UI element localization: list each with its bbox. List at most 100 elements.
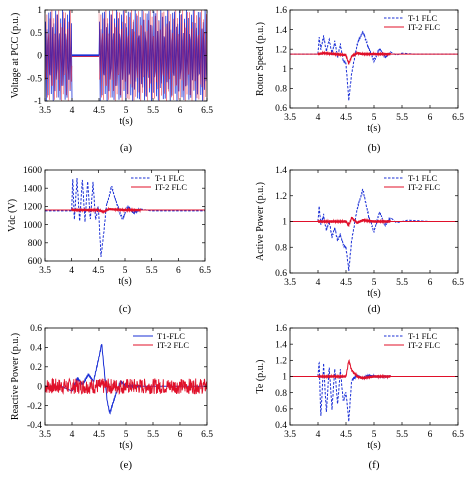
x-tick-label: 5 (372, 430, 377, 440)
y-axis-label: Te (p.u.) (255, 359, 266, 393)
y-axis-label: Reactive Power (p.u.) (10, 333, 21, 420)
series-line-red (290, 216, 458, 228)
plot-area (45, 10, 207, 101)
x-tick-label: 5.5 (147, 430, 159, 440)
x-tick-label: 3.5 (284, 113, 296, 123)
y-axis-label: Rotor Speed (p.u.) (255, 22, 266, 96)
x-tick-label: 6 (428, 278, 433, 288)
x-tick-label: 4.5 (340, 430, 352, 440)
series-line-blue (290, 30, 458, 101)
x-tick-label: 3.5 (39, 106, 51, 116)
legend-label: T-1 FLC (408, 331, 438, 341)
y-tick-label: 0 (37, 52, 42, 62)
x-tick-label: 5 (124, 430, 129, 440)
subplot-f: 3.5 4 4.5 5 5.5 6 6.5 1.6 1.4 1.2 1 0.8 0.6 0.4 t(s) Te… (255, 324, 464, 471)
x-tick-label: 6 (176, 266, 181, 276)
y-tick-label: 1.2 (275, 192, 287, 202)
y-tick-label: 1.6 (275, 6, 287, 16)
legend-label: T-1 FLC (408, 173, 438, 183)
voltage-band-red (98, 10, 207, 101)
plot-area (290, 30, 458, 101)
series-line-blue (45, 177, 205, 258)
x-axis-label: t(s) (119, 116, 132, 127)
y-tick-label: 600 (28, 257, 43, 267)
x-axis-label: t(s) (367, 123, 380, 134)
x-tick-label: 4.5 (92, 266, 104, 276)
plot-area (45, 177, 205, 258)
x-tick-label: 6.5 (199, 266, 211, 276)
x-tick-label: 4.5 (93, 430, 105, 440)
x-tick-label: 3.5 (284, 430, 296, 440)
legend-label: T1-FLC (157, 331, 185, 341)
x-tick-label: 5 (372, 113, 377, 123)
y-axis-label: Active Power (p.u.) (255, 182, 266, 261)
subplot-e: 3.5 4 4.5 5 5.5 6 6.5 0.6 0.4 0.2 0 -0.2 -0.4 t(s) Rea… (10, 324, 213, 471)
y-tick-label: 0.6 (275, 269, 287, 279)
x-tick-label: 5.5 (396, 113, 408, 123)
x-tick-label: 3.5 (39, 430, 51, 440)
y-tick-label: 1 (282, 218, 287, 228)
x-tick-label: 3.5 (39, 266, 51, 276)
y-axis-label: Vdc (V) (7, 199, 18, 232)
subplot-c: 3.5 4 4.5 5 5.5 6 6.5 1600 1400 1200 1000 800 600 t(s… (7, 166, 211, 315)
x-tick-label: 3.5 (284, 278, 296, 288)
y-axis-label: Voltage at PCC (p.u.) (10, 13, 21, 99)
x-tick-label: 6.5 (201, 106, 213, 116)
x-tick-label: 6 (178, 106, 183, 116)
y-tick-label: 0.4 (275, 421, 287, 431)
plot-area (45, 344, 207, 415)
y-tick-label: 1.2 (275, 45, 287, 55)
plot-area (290, 188, 458, 272)
x-tick-label: 6.5 (201, 430, 213, 440)
y-tick-label: 1.4 (275, 340, 287, 350)
x-tick-label: 4 (316, 278, 321, 288)
x-tick-label: 6.5 (452, 278, 464, 288)
x-tick-label: 4 (70, 106, 75, 116)
x-tick-label: 6 (178, 430, 183, 440)
x-tick-label: 4.5 (340, 278, 352, 288)
y-tick-label: 1 (282, 65, 287, 75)
series-line-red (290, 358, 458, 381)
y-tick-label: 0.6 (275, 104, 287, 114)
y-tick-label: 0.4 (30, 344, 42, 354)
y-tick-label: 0 (37, 382, 42, 392)
subplot-b: 3.5 4 4.5 5 5.5 6 6.5 1.6 1.4 1.2 1 0.8 0.6 t(s) Rotor… (255, 6, 464, 154)
y-tick-label: 1400 (23, 184, 42, 194)
series-line-red (290, 50, 458, 65)
x-tick-label: 5.5 (396, 430, 408, 440)
x-axis-label: t(s) (118, 276, 131, 287)
y-tick-label: 0.8 (275, 85, 287, 95)
subplot-caption: (e) (120, 459, 133, 471)
y-tick-label: -1 (34, 97, 42, 107)
y-tick-label: 1.6 (275, 324, 287, 334)
x-tick-label: 5.5 (147, 106, 159, 116)
legend-label: T-1 FLC (155, 173, 185, 183)
y-tick-label: -0.2 (27, 402, 42, 412)
y-tick-label: 1.4 (275, 26, 287, 36)
legend-label: IT-2 FLC (408, 22, 440, 32)
legend-label: IT-2 FLC (155, 182, 187, 192)
series-line-red (45, 377, 207, 396)
y-tick-label: 0.6 (275, 405, 287, 415)
x-tick-label: 4 (316, 430, 321, 440)
y-tick-label: 0.2 (30, 363, 42, 373)
y-tick-label: 0.8 (275, 389, 287, 399)
y-tick-label: 1600 (23, 166, 42, 176)
y-tick-label: 1 (282, 373, 287, 383)
y-tick-label: 1 (37, 6, 42, 16)
y-tick-label: 800 (28, 239, 43, 249)
x-tick-label: 5 (372, 278, 377, 288)
y-tick-label: 1200 (23, 203, 42, 213)
y-tick-label: 0.6 (30, 324, 42, 334)
x-tick-label: 4 (69, 266, 74, 276)
x-tick-label: 4.5 (340, 113, 352, 123)
legend-label: T-1 FLC (408, 13, 438, 23)
subplot-d: 3.5 4 4.5 5 5.5 6 6.5 1.4 1.2 1 0.8 0.6 t(s) Active P… (255, 166, 464, 315)
subplot-a: 3.5 4 4.5 5 5.5 6 6.5 1 0.5 0 -0.5 -1 t(s) Voltage at… (10, 6, 213, 154)
x-tick-label: 6 (428, 430, 433, 440)
